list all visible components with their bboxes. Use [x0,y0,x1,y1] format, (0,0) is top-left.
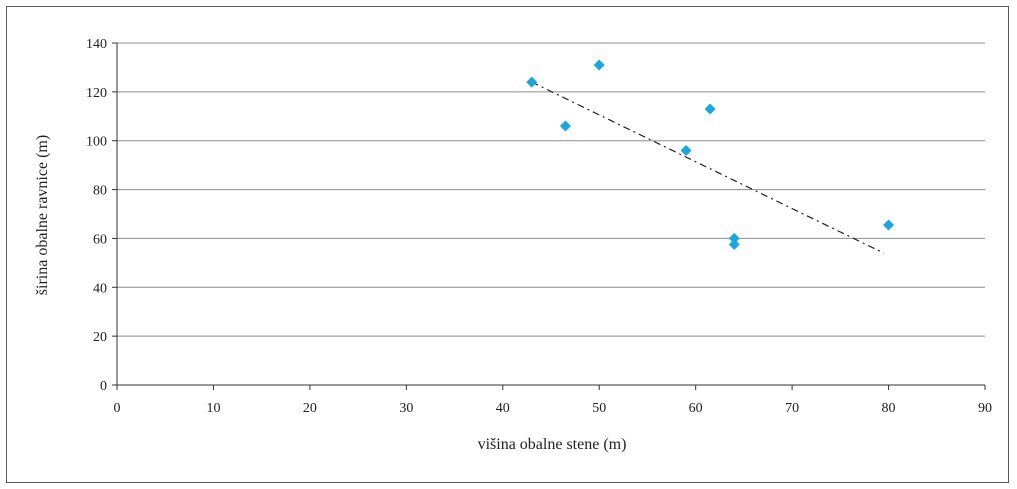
y-tick-label: 80 [93,184,107,199]
data-point [728,232,740,244]
data-point [559,120,571,132]
data-point [704,103,716,115]
x-tick-label: 10 [206,401,220,416]
y-tick-label: 40 [93,281,107,296]
axes [112,42,986,390]
x-tick-label: 30 [399,401,413,416]
data-points [526,59,895,251]
trendline [531,81,884,254]
trendline-group [531,81,884,254]
y-tick-label: 120 [86,86,107,101]
y-tick-label: 0 [100,379,107,394]
data-point [593,59,605,71]
x-tick-label: 70 [785,401,799,416]
x-tick-label: 80 [882,401,896,416]
x-tick-label: 50 [592,401,606,416]
x-tick-label: 40 [496,401,510,416]
y-tick-label: 20 [93,330,107,345]
x-tick-label: 20 [303,401,317,416]
x-tick-label: 60 [689,401,703,416]
x-tick-label: 90 [978,401,992,416]
chart-frame [6,6,1009,483]
y-tick-label: 140 [86,37,107,52]
data-point [883,219,895,231]
x-axis-title: višina obalne stene (m) [478,436,627,453]
y-tick-label: 100 [86,135,107,150]
grid-lines [117,42,985,337]
y-tick-label: 60 [93,232,107,247]
x-tick-label: 0 [114,401,121,416]
data-point [728,239,740,251]
x-tick-labels: 0 10 20 30 40 50 60 70 80 90 [114,401,993,416]
data-point [680,144,692,156]
data-point [526,76,538,88]
y-axis-title: širina obalne ravnice (m) [34,135,51,295]
y-tick-labels: 0 20 40 60 80 100 120 140 [86,37,107,394]
